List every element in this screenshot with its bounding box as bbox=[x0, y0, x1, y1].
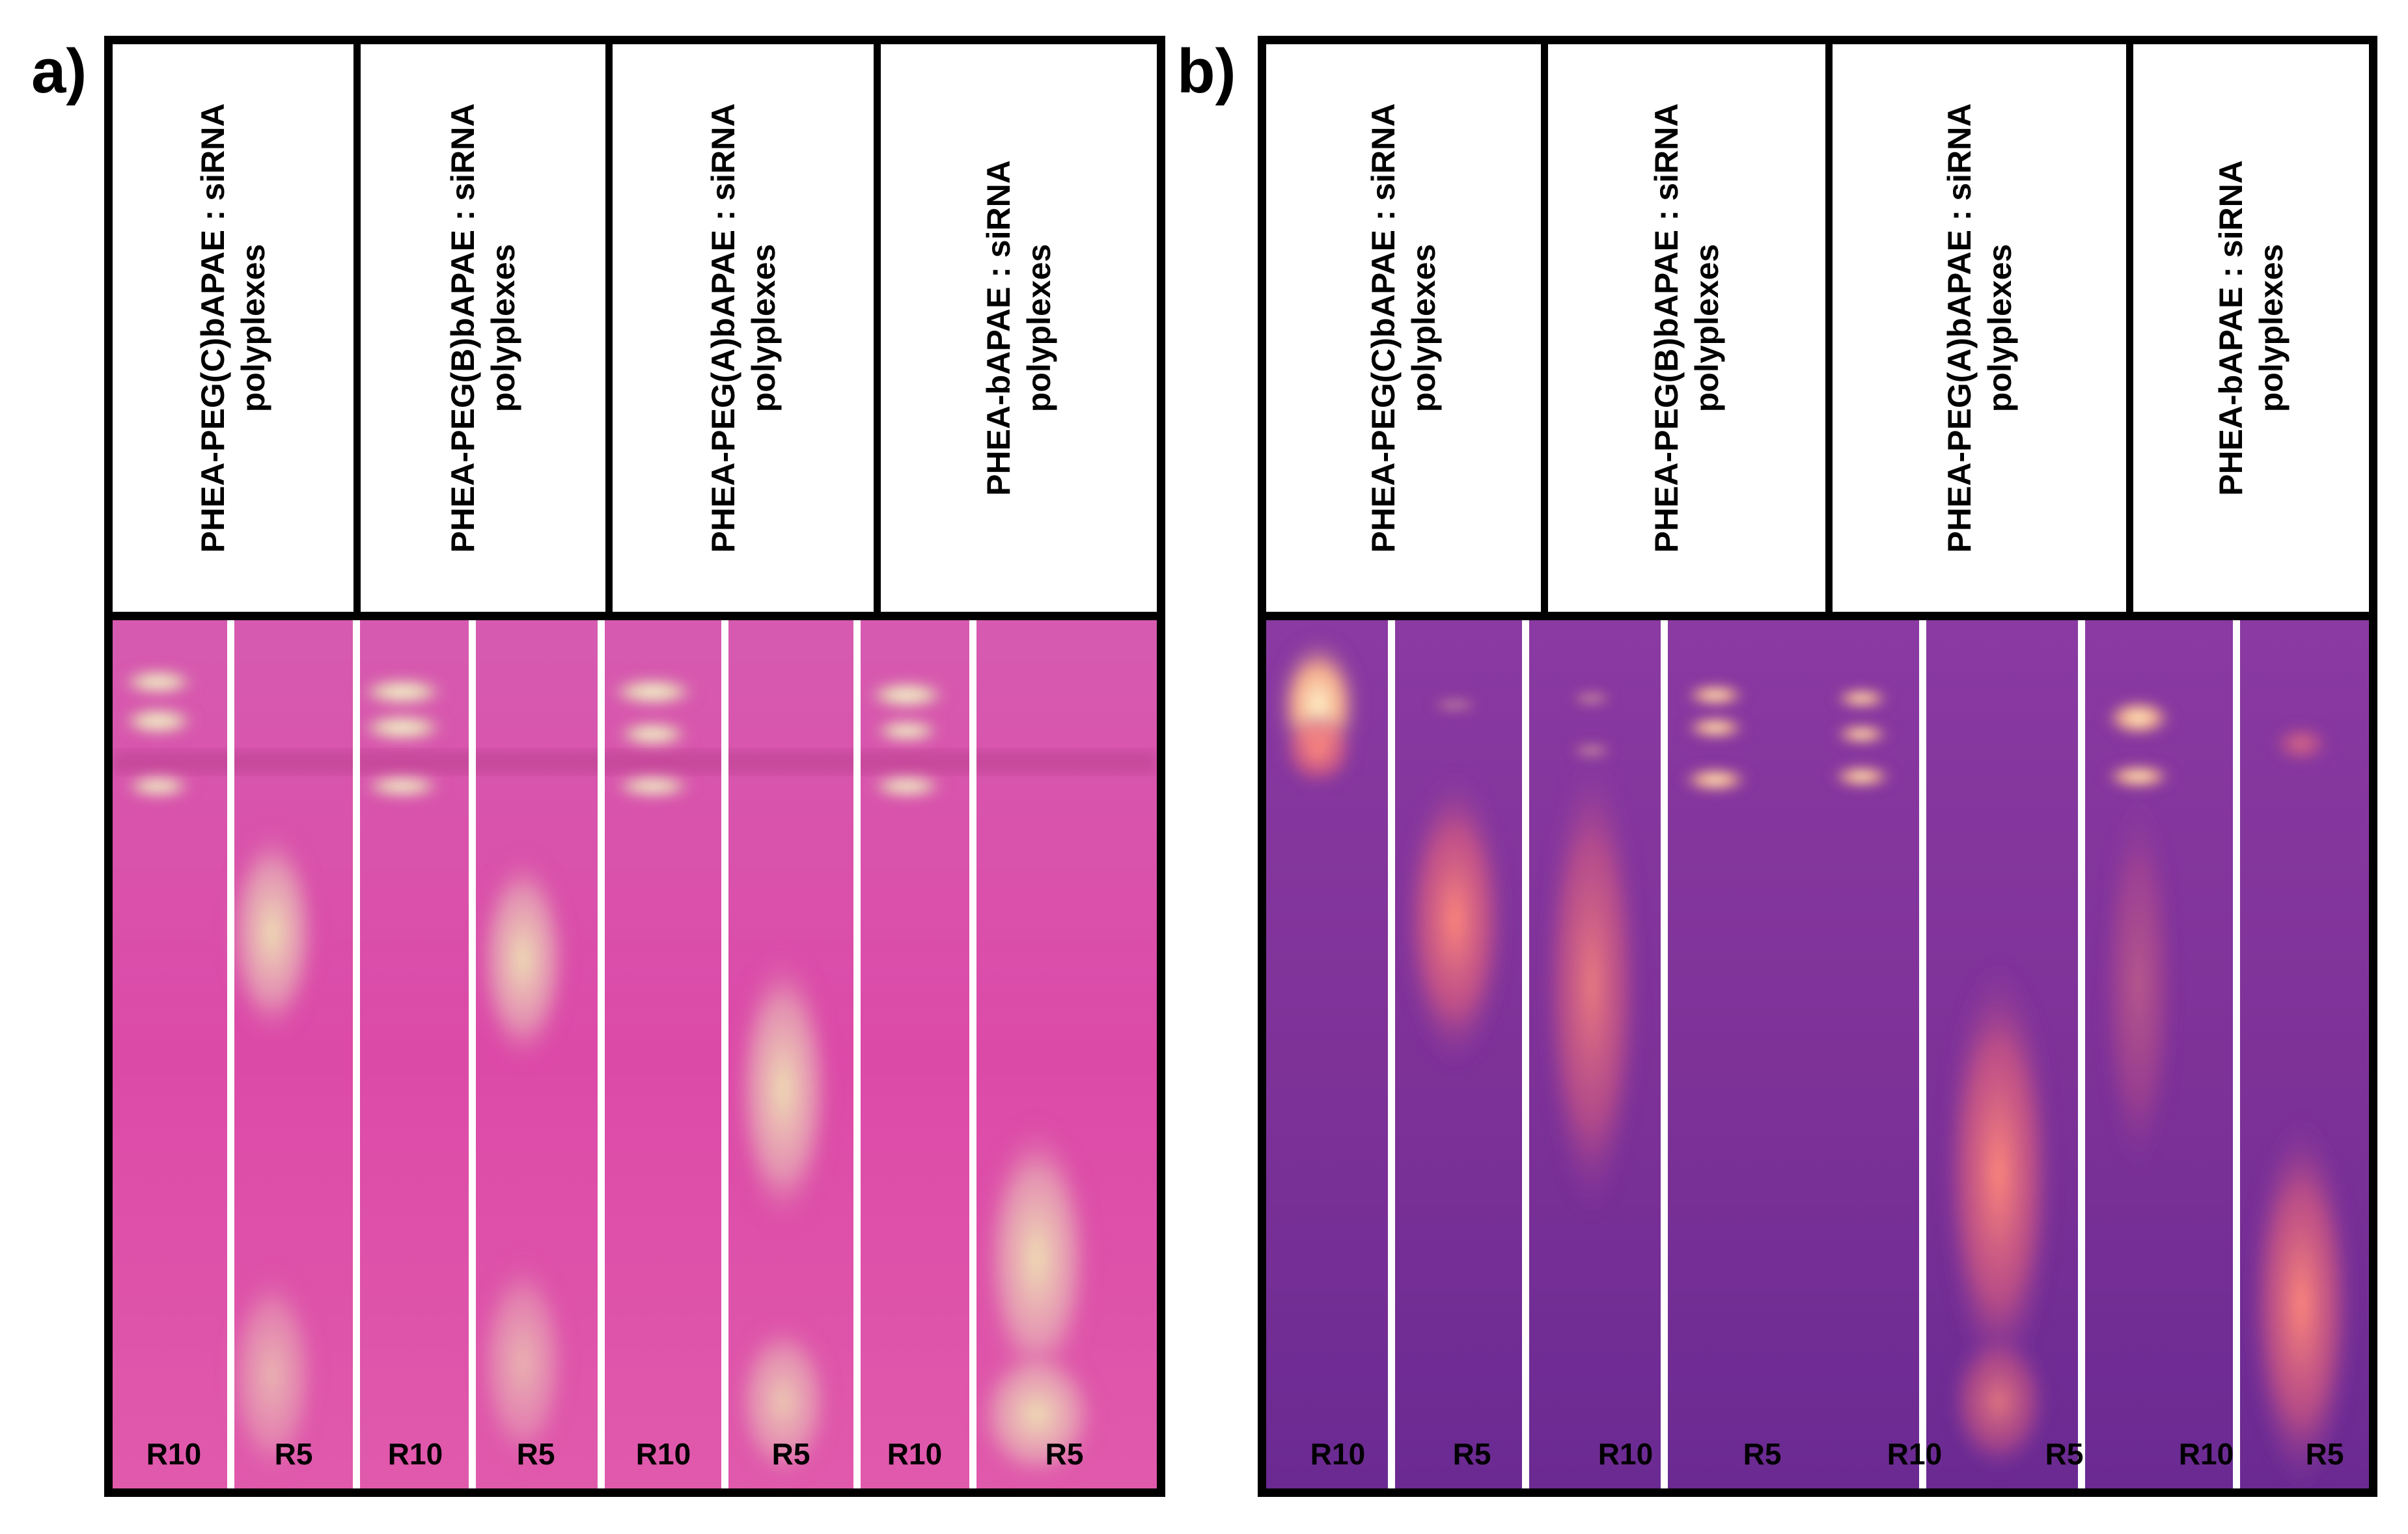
lane-label: R5 bbox=[2045, 1437, 2084, 1471]
header-title: PHEA-PEG(B)bAPAE : siRNA bbox=[445, 103, 481, 553]
panel-b-header-row: PHEA-PEG(C)bAPAE : siRNA polyplexes PHEA-… bbox=[1266, 44, 2369, 620]
lane-label: R10 bbox=[1887, 1437, 1943, 1471]
panel-a-header-peg-c: PHEA-PEG(C)bAPAE : siRNA polyplexes bbox=[113, 44, 361, 612]
header-subtitle: polyplexes bbox=[485, 243, 521, 413]
lane-label: R10 bbox=[387, 1437, 443, 1471]
header-title: PHEA-PEG(A)bAPAE : siRNA bbox=[704, 103, 741, 553]
lane-label: R5 bbox=[1045, 1437, 1084, 1471]
header-subtitle: polyplexes bbox=[745, 243, 782, 413]
panel-b-gel-svg bbox=[1266, 620, 2369, 1488]
panel-a-gel-svg bbox=[113, 620, 1157, 1488]
panel-b-header-peg-c: PHEA-PEG(C)bAPAE : siRNA polyplexes bbox=[1266, 44, 1548, 612]
panel-a-header-bapae: PHEA-bAPAE : siRNA polyplexes bbox=[881, 44, 1157, 612]
header-subtitle: polyplexes bbox=[1981, 243, 2018, 413]
header-title: PHEA-PEG(C)bAPAE : siRNA bbox=[1365, 103, 1402, 553]
lane-label: R5 bbox=[516, 1437, 555, 1471]
lane-label: R10 bbox=[146, 1437, 202, 1471]
panel-a-bands bbox=[119, 669, 1102, 1486]
panel-a-header-row: PHEA-PEG(C)bAPAE : siRNA polyplexes PHEA-… bbox=[113, 44, 1157, 620]
panel-a-header-peg-a: PHEA-PEG(A)bAPAE : siRNA polyplexes bbox=[613, 44, 881, 612]
lane-label: R5 bbox=[1743, 1437, 1782, 1471]
panel-b-header-bapae: PHEA-bAPAE : siRNA polyplexes bbox=[2133, 44, 2369, 612]
lane-label: R5 bbox=[2305, 1437, 2344, 1471]
header-title: PHEA-PEG(B)bAPAE : siRNA bbox=[1648, 103, 1685, 553]
header-title: PHEA-bAPAE : siRNA bbox=[2213, 160, 2249, 496]
header-title: PHEA-PEG(C)bAPAE : siRNA bbox=[195, 103, 231, 553]
lane-label: R5 bbox=[771, 1437, 810, 1471]
header-subtitle: polyplexes bbox=[235, 243, 271, 413]
panel-a-gel-image: R10 R5 R10 R5 R10 R5 R10 R5 bbox=[113, 620, 1157, 1488]
header-subtitle: polyplexes bbox=[1405, 243, 1442, 413]
panel-b-letter: b) bbox=[1177, 36, 1236, 106]
panel-b-lane-separators bbox=[1388, 620, 2240, 1488]
panel-b-header-peg-b: PHEA-PEG(B)bAPAE : siRNA polyplexes bbox=[1548, 44, 1833, 612]
panel-a-letter: a) bbox=[31, 36, 87, 106]
lane-label: R10 bbox=[1598, 1437, 1654, 1471]
lane-label: R10 bbox=[2178, 1437, 2234, 1471]
panel-b-bands bbox=[1273, 633, 2357, 1488]
panel-a-lane-separators bbox=[227, 620, 976, 1488]
header-subtitle: polyplexes bbox=[1689, 243, 1725, 413]
header-title: PHEA-PEG(A)bAPAE : siRNA bbox=[1941, 103, 1978, 553]
lane-label: R5 bbox=[1452, 1437, 1491, 1471]
panel-b-gel-image: R10 R5 R10 R5 R10 R5 R10 R5 bbox=[1266, 620, 2369, 1488]
panel-b: PHEA-PEG(C)bAPAE : siRNA polyplexes PHEA-… bbox=[1258, 36, 2377, 1497]
header-subtitle: polyplexes bbox=[2253, 243, 2290, 413]
panel-b-header-peg-a: PHEA-PEG(A)bAPAE : siRNA polyplexes bbox=[1833, 44, 2133, 612]
lane-label: R10 bbox=[1310, 1437, 1366, 1471]
lane-label: R5 bbox=[274, 1437, 313, 1471]
lane-label: R10 bbox=[635, 1437, 691, 1471]
panel-a: PHEA-PEG(C)bAPAE : siRNA polyplexes PHEA-… bbox=[104, 36, 1165, 1497]
panel-a-header-peg-b: PHEA-PEG(B)bAPAE : siRNA polyplexes bbox=[361, 44, 613, 612]
lane-label: R10 bbox=[887, 1437, 943, 1471]
header-title: PHEA-bAPAE : siRNA bbox=[980, 160, 1017, 496]
header-subtitle: polyplexes bbox=[1021, 243, 1057, 413]
